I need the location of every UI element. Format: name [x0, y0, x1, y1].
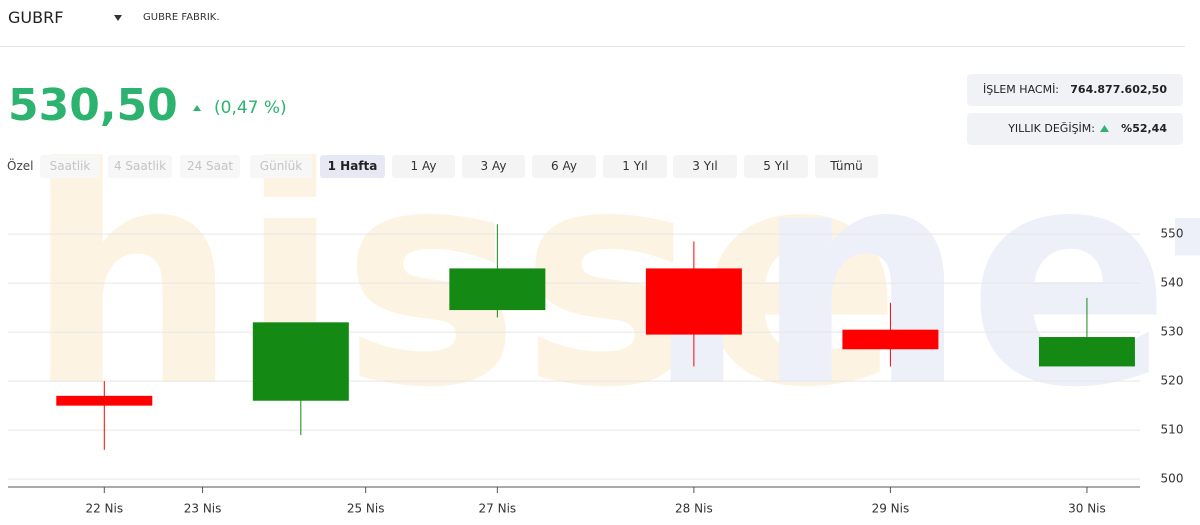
change: (0,47 %) [214, 98, 287, 118]
price: 530,50 [8, 80, 178, 131]
range-tab[interactable]: 1 Hafta [320, 155, 385, 178]
x-tick-label: 22 Nis [85, 502, 123, 516]
range-tab[interactable]: 6 Ay [532, 155, 596, 178]
y-tick-label: 550 [1161, 227, 1184, 241]
candle-body [645, 268, 742, 335]
range-tab[interactable]: Saatlik [40, 155, 100, 178]
company-name: GUBRE FABRIK. [143, 12, 220, 23]
y-tick-label: 510 [1161, 423, 1184, 437]
candle-body [1038, 337, 1135, 367]
range-tab[interactable]: 1 Yıl [603, 155, 667, 178]
x-tick-label: 28 Nis [675, 502, 713, 516]
x-tick-label: 23 Nis [184, 502, 222, 516]
candle-body [252, 322, 349, 401]
stat-label: İŞLEM HACMİ: [983, 83, 1060, 96]
y-tick-label: 540 [1161, 276, 1184, 290]
range-tab[interactable]: 3 Ay [462, 155, 525, 178]
stat-value: 764.877.602,50 [1070, 83, 1167, 96]
stat-box: YILLIK DEĞİŞİM: %52,44 [967, 113, 1183, 145]
stat-box: İŞLEM HACMİ: 764.877.602,50 [967, 74, 1183, 106]
up-arrow [1100, 125, 1109, 132]
stat-value: %52,44 [1121, 122, 1167, 135]
up-arrow [193, 105, 201, 111]
x-tick-label: 27 Nis [479, 502, 517, 516]
candle-body [842, 329, 939, 350]
x-tick-label: 25 Nis [347, 502, 385, 516]
y-tick-label: 530 [1161, 325, 1184, 339]
range-tab[interactable]: 24 Saat [180, 155, 240, 178]
y-tick-label: 520 [1161, 374, 1184, 388]
candle-body [56, 395, 153, 406]
range-tab[interactable]: 3 Yıl [673, 155, 737, 178]
range-tab[interactable]: 5 Yıl [744, 155, 808, 178]
range-tab[interactable]: Günlük [250, 155, 312, 178]
range-tab[interactable]: 4 Saatlik [108, 155, 172, 178]
range-tab[interactable]: 1 Ay [392, 155, 455, 178]
x-tick-label: 29 Nis [872, 502, 910, 516]
stat-label: YILLIK DEĞİŞİM: [1008, 122, 1095, 135]
x-tick-label: 30 Nis [1068, 502, 1106, 516]
range-tab[interactable]: Tümü [815, 155, 878, 178]
divider [0, 46, 1185, 47]
y-tick-label: 500 [1161, 472, 1184, 486]
symbol: GUBRF [8, 8, 64, 27]
candle-body [449, 268, 546, 311]
dropdown-caret[interactable] [113, 14, 123, 22]
range-label: Özel [7, 159, 34, 173]
